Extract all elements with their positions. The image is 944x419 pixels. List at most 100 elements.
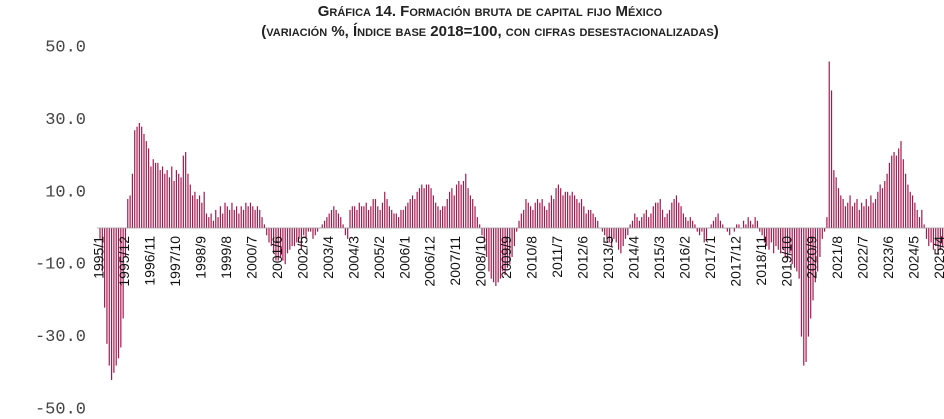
bar <box>710 224 712 228</box>
bar <box>407 202 409 228</box>
bar <box>131 173 134 228</box>
bar <box>527 202 529 228</box>
bar <box>756 220 759 228</box>
bar <box>203 191 205 228</box>
bar <box>495 228 497 286</box>
bar <box>388 206 390 228</box>
bar <box>252 206 254 228</box>
bar <box>425 184 428 228</box>
bar <box>242 209 245 228</box>
bar <box>428 184 430 228</box>
bar <box>198 195 201 228</box>
bar <box>386 199 388 228</box>
bar <box>259 209 261 228</box>
bar <box>754 217 756 228</box>
bar <box>615 228 617 243</box>
bar <box>312 228 314 239</box>
x-tick-label: 2000/7 <box>243 236 259 279</box>
bar <box>907 184 909 228</box>
bar <box>458 180 460 228</box>
bar <box>354 206 356 228</box>
bar <box>511 228 513 257</box>
bar <box>911 195 914 228</box>
bar <box>138 123 140 228</box>
bar <box>604 228 606 236</box>
bar <box>592 213 594 228</box>
bar <box>705 228 708 239</box>
bar <box>668 209 671 228</box>
bar <box>395 213 397 228</box>
bar <box>145 141 147 228</box>
bar <box>229 209 231 228</box>
x-tick-label: 1996/11 <box>142 236 158 286</box>
x-tick-label: 1997/10 <box>167 236 183 287</box>
bar <box>270 228 272 247</box>
bar <box>502 228 504 272</box>
bar <box>587 209 590 228</box>
bar <box>488 228 490 272</box>
bar <box>576 199 578 228</box>
bar <box>555 188 557 228</box>
bar <box>328 213 330 228</box>
x-tick-label: 2014/4 <box>625 236 641 279</box>
bar <box>298 228 300 239</box>
bar <box>886 173 888 228</box>
bar <box>416 191 418 228</box>
bar <box>349 209 351 228</box>
y-tick-label: -50.0 <box>35 400 86 419</box>
bar <box>513 228 515 247</box>
bar <box>532 209 534 228</box>
bar <box>365 202 367 228</box>
bar <box>326 217 328 228</box>
bar <box>409 199 411 228</box>
x-tick-label: 2005/2 <box>371 236 387 279</box>
bar <box>682 213 684 228</box>
bar <box>300 228 303 250</box>
bar <box>333 206 335 228</box>
bar <box>819 228 821 257</box>
bar <box>439 209 441 228</box>
bar <box>516 228 518 232</box>
x-tick-label: 2024/5 <box>906 236 922 279</box>
bar <box>185 151 187 228</box>
bar <box>620 228 622 254</box>
bar <box>205 213 208 228</box>
bar <box>293 228 296 247</box>
bar <box>597 220 599 228</box>
bar <box>404 206 407 228</box>
bar <box>680 206 682 228</box>
bar <box>115 228 117 366</box>
y-tick-label: 30.0 <box>45 111 86 130</box>
bar <box>617 228 620 250</box>
bar <box>773 228 775 254</box>
bar <box>444 206 446 228</box>
bar <box>525 199 527 228</box>
bar <box>571 191 573 228</box>
bar <box>219 206 221 228</box>
bar <box>726 228 728 232</box>
bar <box>935 228 937 247</box>
bar <box>749 220 752 228</box>
bar <box>110 228 113 381</box>
bar <box>548 202 550 228</box>
bar <box>317 228 319 232</box>
bar <box>689 217 691 228</box>
bar <box>455 184 458 228</box>
bar <box>141 126 143 228</box>
bar <box>650 213 652 228</box>
bar <box>736 224 738 228</box>
x-tick-label: 2020/9 <box>804 236 820 279</box>
bar <box>553 199 555 228</box>
bar <box>182 155 184 228</box>
bar <box>120 228 122 348</box>
bar <box>629 224 631 228</box>
bar <box>543 206 546 228</box>
bar <box>430 188 432 228</box>
x-tick-label: 2003/4 <box>320 236 336 279</box>
bar <box>698 228 701 236</box>
bar <box>442 206 444 228</box>
bar <box>192 195 194 228</box>
bar <box>520 213 522 228</box>
bar <box>240 206 242 228</box>
bar <box>659 199 661 228</box>
